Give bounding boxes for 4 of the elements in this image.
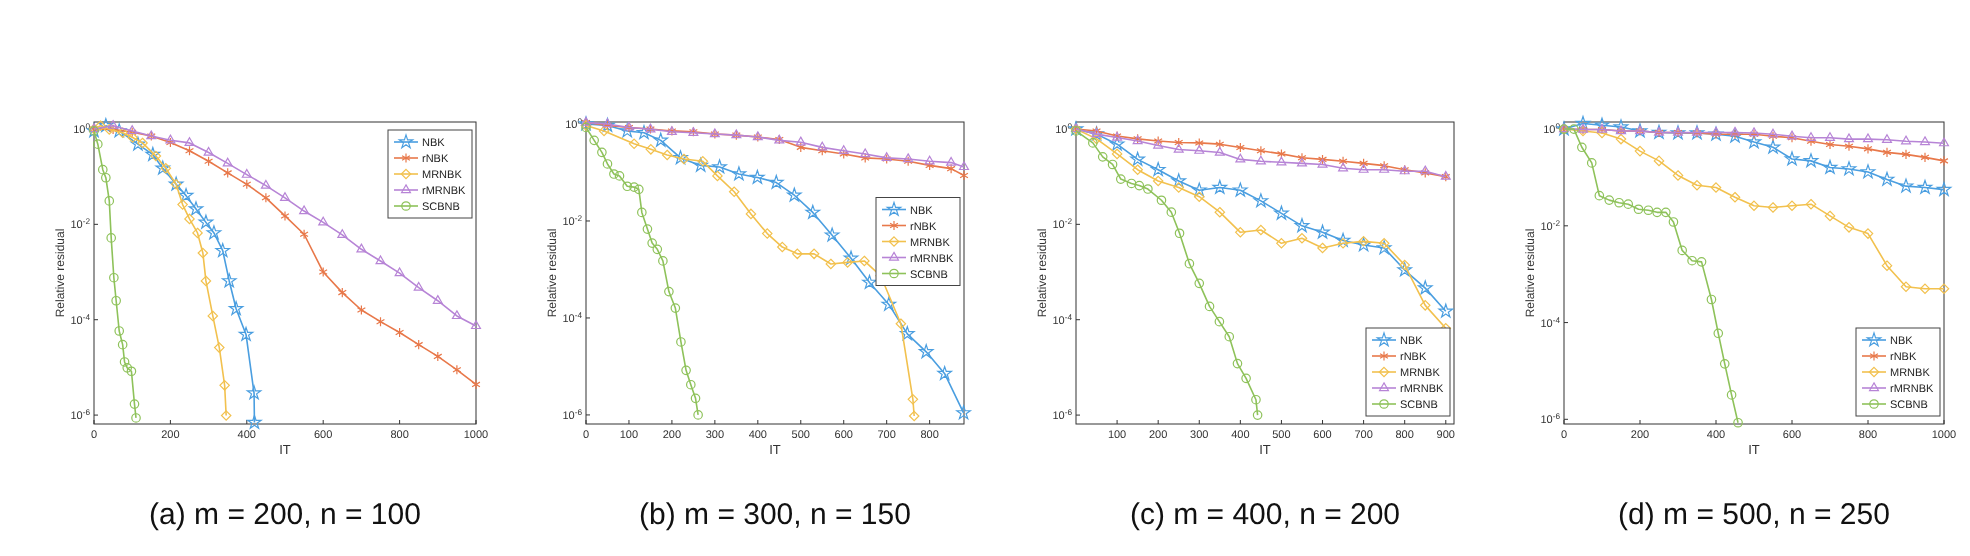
- text: (c) m = 400, n = 200: [1129, 498, 1401, 532]
- text: (a) m = 200, n = 100: [149, 498, 421, 532]
- text: (d) m = 500, n = 250: [1618, 498, 1890, 532]
- text: (b) m = 300, n = 150: [639, 498, 911, 532]
